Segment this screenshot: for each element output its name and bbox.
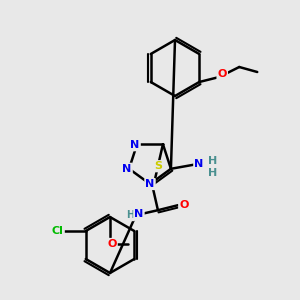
Text: O: O [107, 239, 117, 249]
Text: N: N [146, 179, 154, 189]
Text: O: O [218, 69, 227, 79]
Text: N: N [194, 159, 203, 169]
Text: N: N [122, 164, 132, 174]
Text: H: H [208, 156, 218, 166]
Text: Cl: Cl [52, 226, 64, 236]
Text: H: H [208, 168, 218, 178]
Text: O: O [179, 200, 189, 210]
Text: H: H [126, 210, 134, 220]
Text: N: N [134, 209, 144, 219]
Text: S: S [154, 161, 162, 171]
Text: N: N [130, 140, 140, 150]
